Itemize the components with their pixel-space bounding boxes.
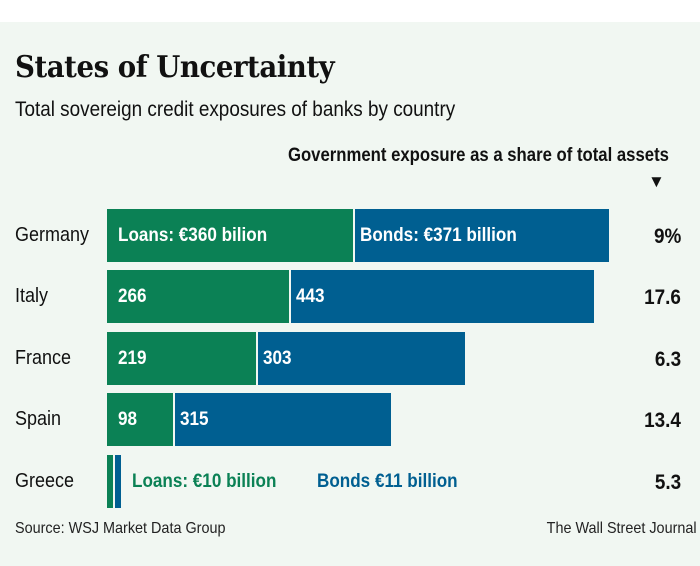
share-value-italy: 17.6 — [644, 286, 681, 309]
category-label-france: France — [15, 347, 72, 369]
data-label-loans: 266 — [118, 286, 147, 307]
bar-bonds-germany — [355, 209, 609, 262]
data-label-bonds: 303 — [263, 348, 292, 369]
data-label-bonds: 443 — [295, 286, 325, 307]
bar-bonds-greece — [114, 455, 122, 508]
publisher-credit: The Wall Street Journal — [547, 520, 697, 537]
data-label-loans: Loans: €360 bilion — [118, 225, 268, 246]
bar-loans-greece — [107, 455, 113, 508]
data-label-loans: 98 — [118, 409, 138, 430]
share-column-title: Government exposure as a share of total … — [288, 145, 669, 166]
bar-loans-italy — [107, 270, 289, 323]
bar-bonds-spain — [175, 393, 391, 446]
share-value-france: 6.3 — [654, 348, 681, 371]
source-note: Source: WSJ Market Data Group — [15, 520, 226, 537]
data-label-loans: Loans: €10 billion — [132, 471, 277, 492]
bar-loans-france — [107, 332, 257, 385]
down-arrow-icon: ▼ — [648, 172, 665, 191]
bar-loans-spain — [107, 393, 174, 446]
data-label-bonds: Bonds: €371 billion — [360, 225, 518, 246]
bar-bonds-france — [258, 332, 466, 385]
category-label-greece: Greece — [15, 470, 75, 492]
share-value-spain: 13.4 — [644, 409, 681, 432]
data-label-loans: 219 — [118, 348, 147, 369]
chart-title: States of Uncertainty — [15, 50, 335, 85]
bar-bonds-italy — [290, 270, 594, 323]
category-label-spain: Spain — [15, 408, 62, 430]
data-label-bonds: Bonds €11 billion — [317, 471, 458, 492]
bar-loans-germany — [107, 209, 354, 262]
category-label-germany: Germany — [15, 224, 90, 246]
share-value-greece: 5.3 — [654, 471, 681, 494]
share-value-germany: 9% — [653, 225, 681, 248]
category-label-italy: Italy — [15, 285, 49, 307]
chart-subtitle: Total sovereign credit exposures of bank… — [15, 98, 456, 121]
data-label-bonds: 315 — [180, 409, 209, 430]
